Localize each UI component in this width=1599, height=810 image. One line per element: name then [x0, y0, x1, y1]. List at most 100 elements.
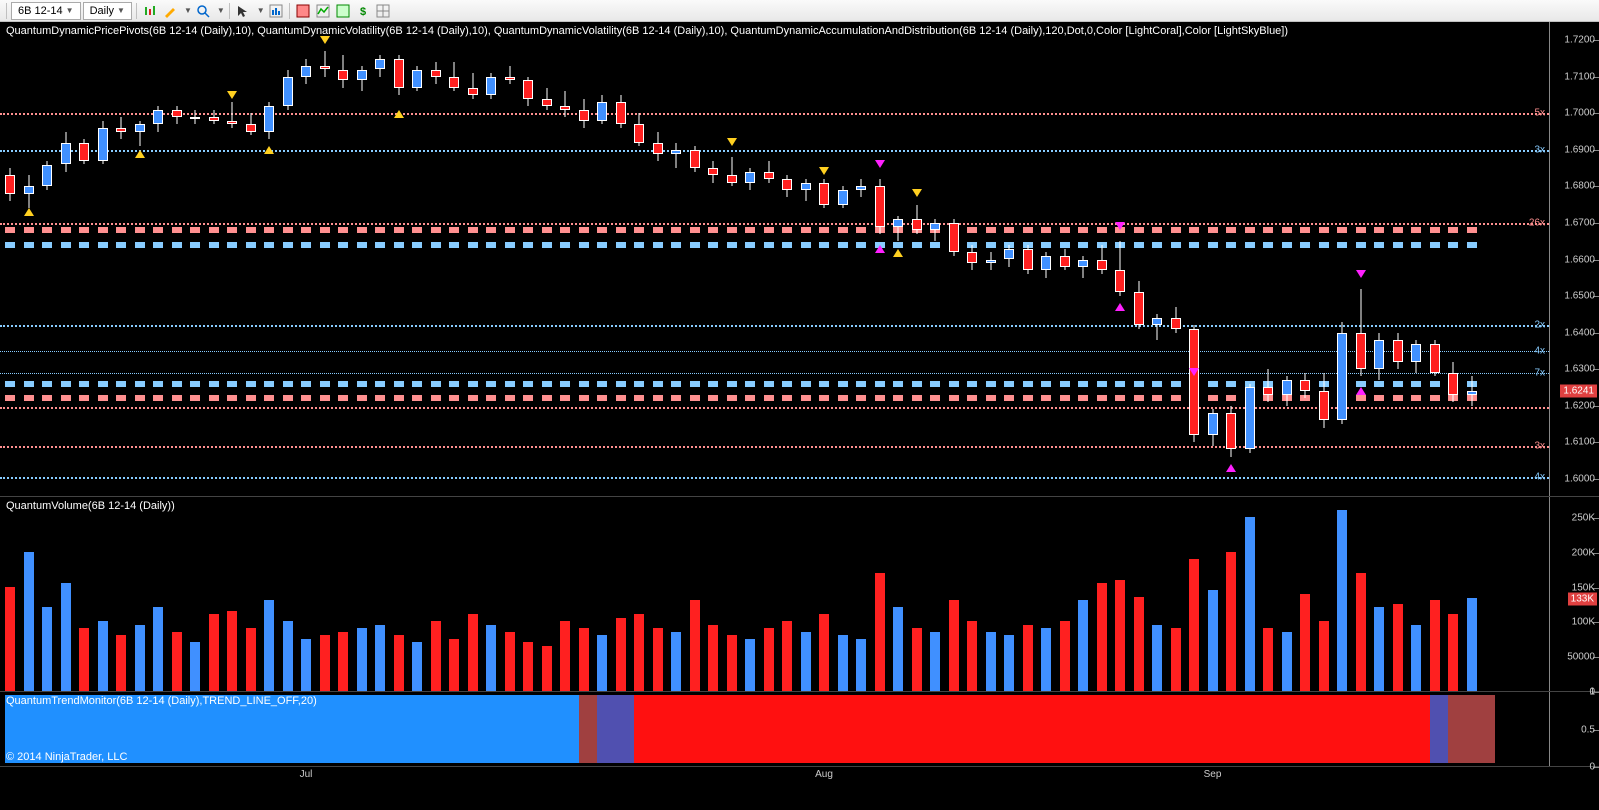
volume-bar	[375, 625, 385, 691]
svg-text:$: $	[360, 6, 366, 18]
volume-bar	[764, 628, 774, 691]
volume-bar	[875, 573, 885, 691]
volume-bar	[1393, 604, 1403, 691]
trend-y-axis[interactable]: 00.51	[1549, 692, 1599, 766]
pivot-arrow-icon	[893, 249, 903, 257]
pivot-arrow-icon	[912, 189, 922, 197]
volume-bar	[283, 621, 293, 691]
pivot-arrow-icon	[227, 91, 237, 99]
volume-bar	[1356, 573, 1366, 691]
trend-panel-label: QuantumTrendMonitor(6B 12-14 (Daily),TRE…	[6, 695, 317, 707]
copyright-label: © 2014 NinjaTrader, LLC	[6, 751, 127, 763]
volume-bar	[1115, 580, 1125, 691]
volume-bar	[1134, 597, 1144, 691]
candle-tool-icon[interactable]	[141, 2, 159, 20]
pivot-arrow-icon	[1356, 270, 1366, 278]
template-icon[interactable]	[334, 2, 352, 20]
volume-bar	[727, 635, 737, 691]
volume-bar	[653, 628, 663, 691]
pivot-arrow-icon	[264, 146, 274, 154]
zoom-icon[interactable]	[194, 2, 212, 20]
grid-icon[interactable]	[374, 2, 392, 20]
trend-segment	[634, 695, 1440, 763]
volume-bar	[1282, 632, 1292, 691]
volume-y-axis[interactable]: 050000100K150K200K250K133K	[1549, 497, 1599, 691]
volume-bar	[412, 642, 422, 691]
pivot-arrow-icon	[875, 160, 885, 168]
volume-bar	[431, 621, 441, 691]
volume-bar	[264, 600, 274, 691]
xtick-label: Jul	[300, 769, 313, 780]
volume-bar	[745, 639, 755, 691]
pivot-arrow-icon	[1356, 387, 1366, 395]
price-y-axis[interactable]: 1.72001.71001.70001.69001.68001.67001.66…	[1549, 22, 1599, 496]
volume-bar	[523, 642, 533, 691]
volume-bar	[1411, 625, 1421, 691]
volume-bar	[153, 607, 163, 691]
trend-segment	[1448, 695, 1495, 763]
volume-bar	[967, 621, 977, 691]
pivot-arrow-icon	[320, 36, 330, 44]
chart-props-icon[interactable]	[267, 2, 285, 20]
volume-bar	[227, 611, 237, 691]
volume-bar	[634, 614, 644, 691]
volume-bar	[1226, 552, 1236, 691]
pivot-arrow-icon	[1189, 368, 1199, 376]
symbol-selector[interactable]: 6B 12-14▼	[11, 2, 81, 20]
toolbar: 6B 12-14▼ Daily▼ ▼ ▼ ▼ $	[0, 0, 1599, 22]
volume-bar	[1467, 598, 1477, 691]
volume-bar	[1337, 510, 1347, 691]
volume-bar	[42, 607, 52, 691]
volume-bar	[1208, 590, 1218, 691]
volume-bar	[1430, 600, 1440, 691]
price-panel-label: QuantumDynamicPricePivots(6B 12-14 (Dail…	[6, 25, 1288, 37]
pivot-arrow-icon	[1226, 464, 1236, 472]
xtick-label: Sep	[1204, 769, 1222, 780]
volume-bar	[671, 632, 681, 691]
pivot-arrow-icon	[819, 167, 829, 175]
volume-bar	[579, 628, 589, 691]
volume-bar	[560, 621, 570, 691]
dollar-icon[interactable]: $	[354, 2, 372, 20]
volume-bar	[801, 632, 811, 691]
volume-bar	[616, 618, 626, 691]
volume-bar	[338, 632, 348, 691]
volume-bar	[320, 635, 330, 691]
pencil-icon[interactable]	[161, 2, 179, 20]
period-selector[interactable]: Daily▼	[83, 2, 132, 20]
volume-bar	[597, 635, 607, 691]
volume-panel[interactable]: QuantumVolume(6B 12-14 (Daily)) 05000010…	[0, 497, 1599, 692]
volume-bar	[986, 632, 996, 691]
indicator-icon[interactable]	[314, 2, 332, 20]
volume-bar	[1041, 628, 1051, 691]
data-box-icon[interactable]	[294, 2, 312, 20]
volume-panel-label: QuantumVolume(6B 12-14 (Daily))	[6, 500, 175, 512]
volume-bar	[1152, 625, 1162, 691]
volume-bar	[1004, 635, 1014, 691]
pivot-arrow-icon	[1115, 303, 1125, 311]
cursor-icon[interactable]	[234, 2, 252, 20]
volume-bar	[1245, 517, 1255, 691]
volume-bar	[135, 625, 145, 691]
volume-bar	[98, 621, 108, 691]
pivot-arrow-icon	[135, 150, 145, 158]
volume-bar	[819, 614, 829, 691]
volume-bar	[1097, 583, 1107, 691]
volume-bar	[856, 639, 866, 691]
volume-bar	[893, 607, 903, 691]
price-panel[interactable]: QuantumDynamicPricePivots(6B 12-14 (Dail…	[0, 22, 1599, 497]
volume-bar	[1319, 621, 1329, 691]
volume-bar	[357, 628, 367, 691]
volume-bar	[190, 642, 200, 691]
volume-bar	[708, 625, 718, 691]
volume-bar	[949, 600, 959, 691]
time-axis[interactable]: JulAugSep	[0, 767, 1599, 807]
pivot-arrow-icon	[1115, 222, 1125, 230]
volume-bar	[394, 635, 404, 691]
volume-bar	[1300, 594, 1310, 692]
trend-panel[interactable]: QuantumTrendMonitor(6B 12-14 (Daily),TRE…	[0, 692, 1599, 767]
volume-bar	[542, 646, 552, 691]
volume-bar	[449, 639, 459, 691]
pivot-arrow-icon	[394, 110, 404, 118]
pivot-arrow-icon	[727, 138, 737, 146]
